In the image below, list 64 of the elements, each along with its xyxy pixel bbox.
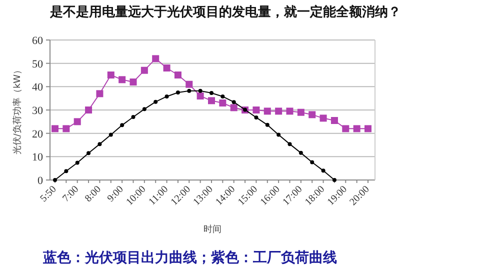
point: [196, 92, 204, 100]
point: [320, 114, 327, 122]
point: [164, 94, 169, 98]
point: [252, 106, 260, 114]
point: [186, 80, 193, 88]
point: [265, 122, 270, 127]
point: [276, 132, 281, 137]
point: [220, 94, 225, 98]
point: [208, 97, 215, 104]
x-tick-label: 8:00: [83, 184, 104, 204]
point: [140, 66, 148, 74]
point: [264, 108, 271, 115]
point: [288, 142, 292, 146]
y-tick-label: 30: [32, 105, 44, 117]
point: [163, 64, 170, 72]
point: [62, 125, 70, 132]
point: [154, 100, 158, 104]
y-tick-label: 40: [32, 82, 44, 94]
point: [330, 117, 338, 124]
point: [86, 151, 91, 156]
point: [210, 90, 214, 95]
point: [130, 78, 137, 86]
point: [230, 104, 238, 112]
point: [174, 72, 182, 78]
chart-title: 是不是用电量远大于光伏项目的发电量，就一定能全额消纳？: [49, 4, 401, 20]
point: [152, 55, 160, 62]
x-tick-label: 9:00: [105, 184, 126, 204]
point: [131, 115, 136, 119]
point: [176, 90, 180, 94]
point: [297, 108, 304, 116]
point: [52, 125, 58, 132]
point: [98, 142, 102, 146]
point: [308, 111, 316, 118]
x-tick-label: 7:00: [60, 184, 82, 204]
point: [321, 168, 326, 173]
point: [187, 88, 192, 93]
y-tick-label: 60: [32, 35, 44, 47]
point: [310, 160, 314, 164]
point: [364, 125, 372, 132]
point: [108, 132, 113, 137]
point: [298, 150, 303, 155]
point: [120, 123, 124, 128]
point: [342, 125, 350, 132]
y-axis-title: 光伏/负荷功率（kW）: [12, 65, 23, 155]
text: 蓝色：光伏项目出力曲线；紫色：工厂负荷曲线: [42, 250, 337, 266]
point: [286, 108, 294, 115]
point: [107, 72, 114, 78]
point: [219, 100, 226, 106]
point: [64, 169, 68, 174]
point: [232, 100, 236, 104]
y-tick-label: 50: [32, 58, 44, 70]
point: [85, 106, 92, 114]
point: [275, 108, 282, 115]
point: [254, 115, 258, 120]
point: [142, 107, 146, 112]
y-tick-label: 10: [32, 152, 44, 164]
point: [118, 76, 126, 84]
point: [353, 125, 360, 132]
point: [96, 90, 104, 98]
point: [74, 118, 81, 126]
y-tick-label: 20: [32, 128, 44, 140]
x-axis-title: 时间: [204, 224, 222, 235]
point: [198, 88, 202, 93]
point: [75, 160, 80, 165]
